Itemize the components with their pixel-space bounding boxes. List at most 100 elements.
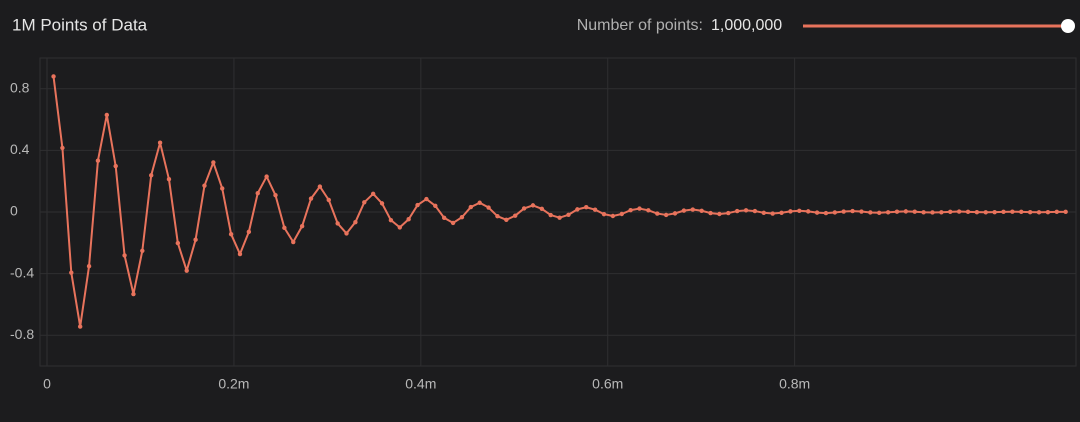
data-point bbox=[743, 208, 749, 213]
slider-knob[interactable] bbox=[1061, 19, 1075, 33]
data-point bbox=[779, 210, 784, 215]
x-tick-label: 0.6m bbox=[592, 376, 623, 392]
data-point bbox=[601, 211, 607, 217]
data-point bbox=[326, 197, 331, 203]
data-point bbox=[140, 248, 145, 254]
data-point bbox=[868, 210, 873, 215]
data-point bbox=[433, 203, 438, 209]
data-point bbox=[850, 208, 855, 214]
data-point bbox=[77, 324, 83, 329]
data-point bbox=[441, 215, 447, 221]
data-point bbox=[761, 210, 766, 215]
data-point bbox=[646, 208, 651, 213]
data-point bbox=[353, 219, 358, 225]
data-point bbox=[530, 203, 536, 208]
data-point bbox=[86, 264, 92, 269]
data-point bbox=[95, 158, 101, 163]
x-tick-label: 0.4m bbox=[405, 376, 436, 392]
data-point bbox=[51, 74, 56, 79]
x-tick-label: 0.2m bbox=[218, 376, 249, 392]
data-point bbox=[149, 173, 154, 178]
data-point bbox=[513, 213, 518, 218]
data-point bbox=[1001, 209, 1006, 215]
data-point bbox=[504, 217, 509, 223]
data-point bbox=[69, 270, 74, 275]
data-point bbox=[246, 229, 252, 235]
data-point bbox=[628, 207, 633, 213]
data-point bbox=[468, 204, 474, 210]
y-tick-label: 0 bbox=[10, 203, 18, 219]
data-point bbox=[104, 112, 110, 118]
data-point bbox=[557, 215, 562, 220]
data-point bbox=[885, 210, 891, 215]
data-point bbox=[122, 253, 127, 258]
data-point bbox=[379, 201, 385, 206]
data-point bbox=[584, 205, 589, 210]
data-point bbox=[734, 208, 740, 214]
data-point bbox=[752, 208, 758, 214]
data-point bbox=[1010, 209, 1015, 214]
data-point bbox=[823, 210, 829, 216]
data-point bbox=[166, 176, 172, 182]
data-point bbox=[344, 231, 349, 236]
data-point bbox=[157, 140, 163, 145]
data-point bbox=[814, 210, 820, 215]
data-point bbox=[805, 209, 811, 214]
data-point bbox=[930, 210, 935, 215]
slider-value: 1,000,000 bbox=[711, 17, 782, 34]
data-point bbox=[894, 209, 900, 214]
data-point bbox=[681, 208, 687, 213]
slider[interactable] bbox=[803, 19, 1075, 33]
data-point bbox=[264, 174, 269, 179]
data-point bbox=[486, 205, 491, 210]
y-tick-label: -0.4 bbox=[10, 264, 34, 280]
data-point bbox=[1027, 209, 1033, 215]
data-point bbox=[939, 210, 944, 215]
data-point bbox=[539, 206, 545, 211]
data-point bbox=[575, 207, 580, 212]
data-point bbox=[912, 209, 917, 214]
data-point bbox=[1036, 210, 1042, 215]
data-point bbox=[131, 291, 136, 297]
data-point bbox=[415, 202, 420, 208]
data-point bbox=[308, 196, 314, 201]
x-tick-label: 0 bbox=[43, 376, 51, 392]
data-point bbox=[948, 209, 953, 215]
data-point bbox=[282, 225, 287, 231]
data-point bbox=[832, 210, 838, 215]
y-tick-label: -0.8 bbox=[10, 326, 34, 342]
data-point bbox=[477, 200, 482, 205]
data-point bbox=[362, 200, 367, 205]
data-point bbox=[495, 213, 500, 219]
data-point bbox=[1054, 209, 1059, 215]
data-point bbox=[619, 211, 624, 217]
data-point bbox=[859, 209, 864, 214]
data-point bbox=[211, 160, 216, 165]
data-point bbox=[60, 145, 65, 151]
data-point bbox=[450, 220, 456, 226]
data-point bbox=[983, 210, 988, 215]
y-tick-label: 0.8 bbox=[10, 80, 30, 96]
data-point bbox=[903, 209, 909, 214]
data-point bbox=[175, 240, 181, 246]
data-point bbox=[273, 193, 278, 198]
data-point bbox=[406, 217, 411, 222]
data-point bbox=[921, 210, 926, 215]
data-point bbox=[113, 163, 118, 169]
y-tick-label: 0.4 bbox=[10, 141, 30, 157]
x-tick-label: 0.8m bbox=[779, 376, 810, 392]
data-point bbox=[1045, 209, 1051, 215]
data-point bbox=[255, 191, 260, 196]
data-point bbox=[548, 212, 553, 218]
data-point bbox=[690, 207, 695, 212]
slider-label: Number of points: bbox=[577, 17, 703, 34]
data-point bbox=[992, 209, 997, 215]
data-point bbox=[699, 208, 704, 213]
data-point bbox=[637, 206, 642, 211]
data-point bbox=[424, 196, 429, 202]
data-point bbox=[663, 212, 669, 218]
data-point bbox=[459, 215, 465, 220]
data-point bbox=[726, 210, 731, 216]
data-point bbox=[877, 210, 882, 215]
